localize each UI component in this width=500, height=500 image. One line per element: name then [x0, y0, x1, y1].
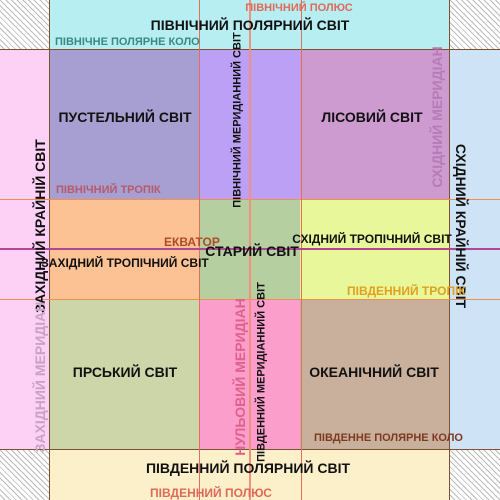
oceanic-world-label: ОКЕАНІЧНИЙ СВІТ	[309, 364, 439, 380]
arctic-circle-label: ПІВНІЧНЕ ПОЛЯРНЕ КОЛО	[55, 36, 200, 48]
corner-top-left	[0, 0, 50, 50]
south-pole-label: ПІВДЕННИЙ ПОЛЮС	[150, 486, 272, 500]
old-world-label: СТАРИЙ СВІТ	[205, 243, 299, 259]
persian-world-label: ПРСЬКИЙ СВІТ	[72, 364, 178, 380]
line-west-meridian	[49, 0, 50, 500]
west-meridian-label: ЗАХІДНИЙ МЕРИДІАН	[32, 301, 48, 453]
region-persian	[50, 300, 200, 450]
north-polar-world-label: ПІВНІЧНИЙ ПОЛЯРНИЙ СВІТ	[150, 17, 350, 33]
south-meridional-world-label: ПІВДЕННИЙ МЕРИДІАННИЙ СВІТ	[255, 282, 268, 462]
west-frontier-world-label: ЗАХІДНИЙ КРАЙНІЙ СВІТ	[32, 139, 48, 313]
corner-bottom-left	[0, 450, 50, 500]
corner-bottom-right	[450, 450, 500, 500]
region-forest	[300, 50, 450, 200]
region-east-frontier	[450, 50, 500, 450]
east-tropical-world-label: СХІДНИЙ ТРОПІЧНИЙ СВІТ	[292, 232, 452, 246]
forest-world-label: ЛІСОВИЙ СВІТ	[321, 109, 423, 125]
equator-label: ЕКВАТОР	[164, 235, 220, 249]
line-east-divider	[301, 0, 302, 500]
south-polar-world-label: ПІВДЕННИЙ ПОЛЯРНИЙ СВІТ	[145, 460, 351, 476]
east-meridian-label: СХІДНИЙ МЕРИДІАН	[429, 46, 445, 188]
line-east-meridian	[449, 0, 450, 500]
north-pole-label: ПІВНІЧНИЙ ПОЛЮС	[245, 2, 353, 14]
zero-meridian-label: НУЛЬОВИЙ МЕРИДІАН	[232, 298, 248, 456]
corner-top-right	[450, 0, 500, 50]
region-desert	[50, 50, 200, 200]
tropic-south-label: ПІВДЕННИЙ ТРОПІК	[347, 284, 466, 298]
north-meridional-world-label: ПІВНІЧНИЙ МЕРИДІАННИЙ СВІТ	[231, 32, 244, 208]
west-tropical-world-label: ЗАХІДНИЙ ТРОПІЧНИЙ СВІТ	[41, 256, 209, 270]
region-east-tropical	[300, 200, 450, 300]
region-oceanic	[300, 300, 450, 450]
region-west-frontier	[0, 50, 50, 450]
region-west-tropical	[50, 200, 200, 300]
antarctic-circle-label: ПІВДЕННЕ ПОЛЯРНЕ КОЛО	[314, 432, 463, 444]
tropic-north-label: ПІВНІЧНИЙ ТРОПІК	[56, 184, 161, 196]
line-west-divider	[199, 0, 200, 500]
desert-world-label: ПУСТЕЛЬНИЙ СВІТ	[58, 109, 192, 125]
line-prime-meridian	[249, 0, 251, 500]
